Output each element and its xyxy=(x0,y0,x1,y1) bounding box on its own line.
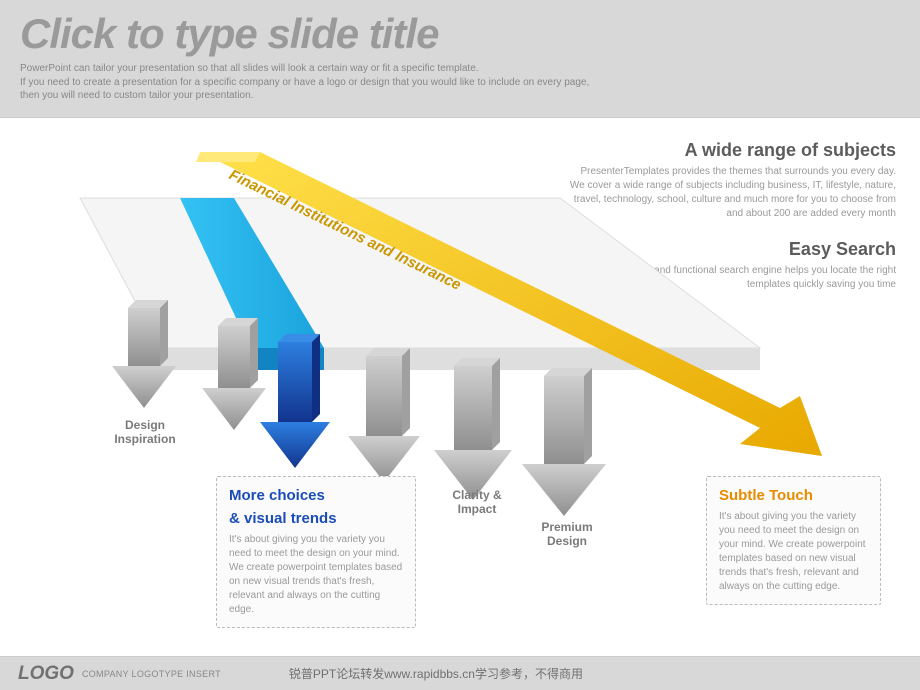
slide-subtitle: PowerPoint can tailor your presentation … xyxy=(20,62,900,103)
callout-orange: Subtle Touch It's about giving you the v… xyxy=(706,476,881,605)
arrow-label-1: Design Inspiration xyxy=(100,418,190,446)
down-arrow-6 xyxy=(522,368,606,516)
callout-blue: More choices & visual trends It's about … xyxy=(216,476,416,628)
callout-blue-h2: & visual trends xyxy=(229,510,403,528)
footer-bar: LOGO COMPANY LOGOTYPE INSERT 锐普PPT论坛转发ww… xyxy=(0,656,920,690)
down-arrow-5 xyxy=(434,358,512,500)
callout-orange-h: Subtle Touch xyxy=(719,487,868,505)
slide-title[interactable]: Click to type slide title xyxy=(20,10,900,58)
callout-blue-p: It's about giving you the variety you ne… xyxy=(229,533,403,617)
diagram-canvas: A wide range of subjects PresenterTempla… xyxy=(0,118,920,638)
callout-blue-h1: More choices xyxy=(229,487,403,505)
footer-note: 锐普PPT论坛转发www.rapidbbs.cn学习参考，不得商用 xyxy=(289,665,583,682)
subtitle-line: PowerPoint can tailor your presentation … xyxy=(20,62,900,76)
callout-orange-p: It's about giving you the variety you ne… xyxy=(719,510,868,594)
down-arrow-1 xyxy=(112,300,176,408)
subtitle-line: then you will need to custom tailor your… xyxy=(20,89,900,103)
yellow-arrow-top xyxy=(196,152,260,162)
subtitle-line: If you need to create a presentation for… xyxy=(20,76,900,90)
arrow-label-4: Clarity & Impact xyxy=(432,488,522,516)
arrow-label-5: Premium Design xyxy=(522,520,612,548)
header-bar: Click to type slide title PowerPoint can… xyxy=(0,0,920,118)
logo-tagline: COMPANY LOGOTYPE INSERT xyxy=(82,669,221,679)
logo-mark: LOGO xyxy=(18,663,74,685)
